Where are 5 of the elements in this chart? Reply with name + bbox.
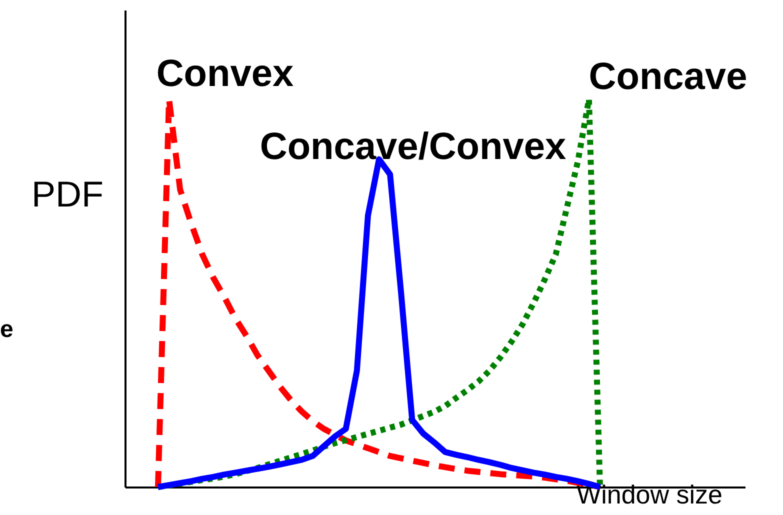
text: Convex [156,53,294,95]
y-axis-title: PDF [32,174,104,214]
annotation: Concave/Convex [260,126,566,168]
text: Concave [588,56,748,98]
text: e [0,316,14,343]
